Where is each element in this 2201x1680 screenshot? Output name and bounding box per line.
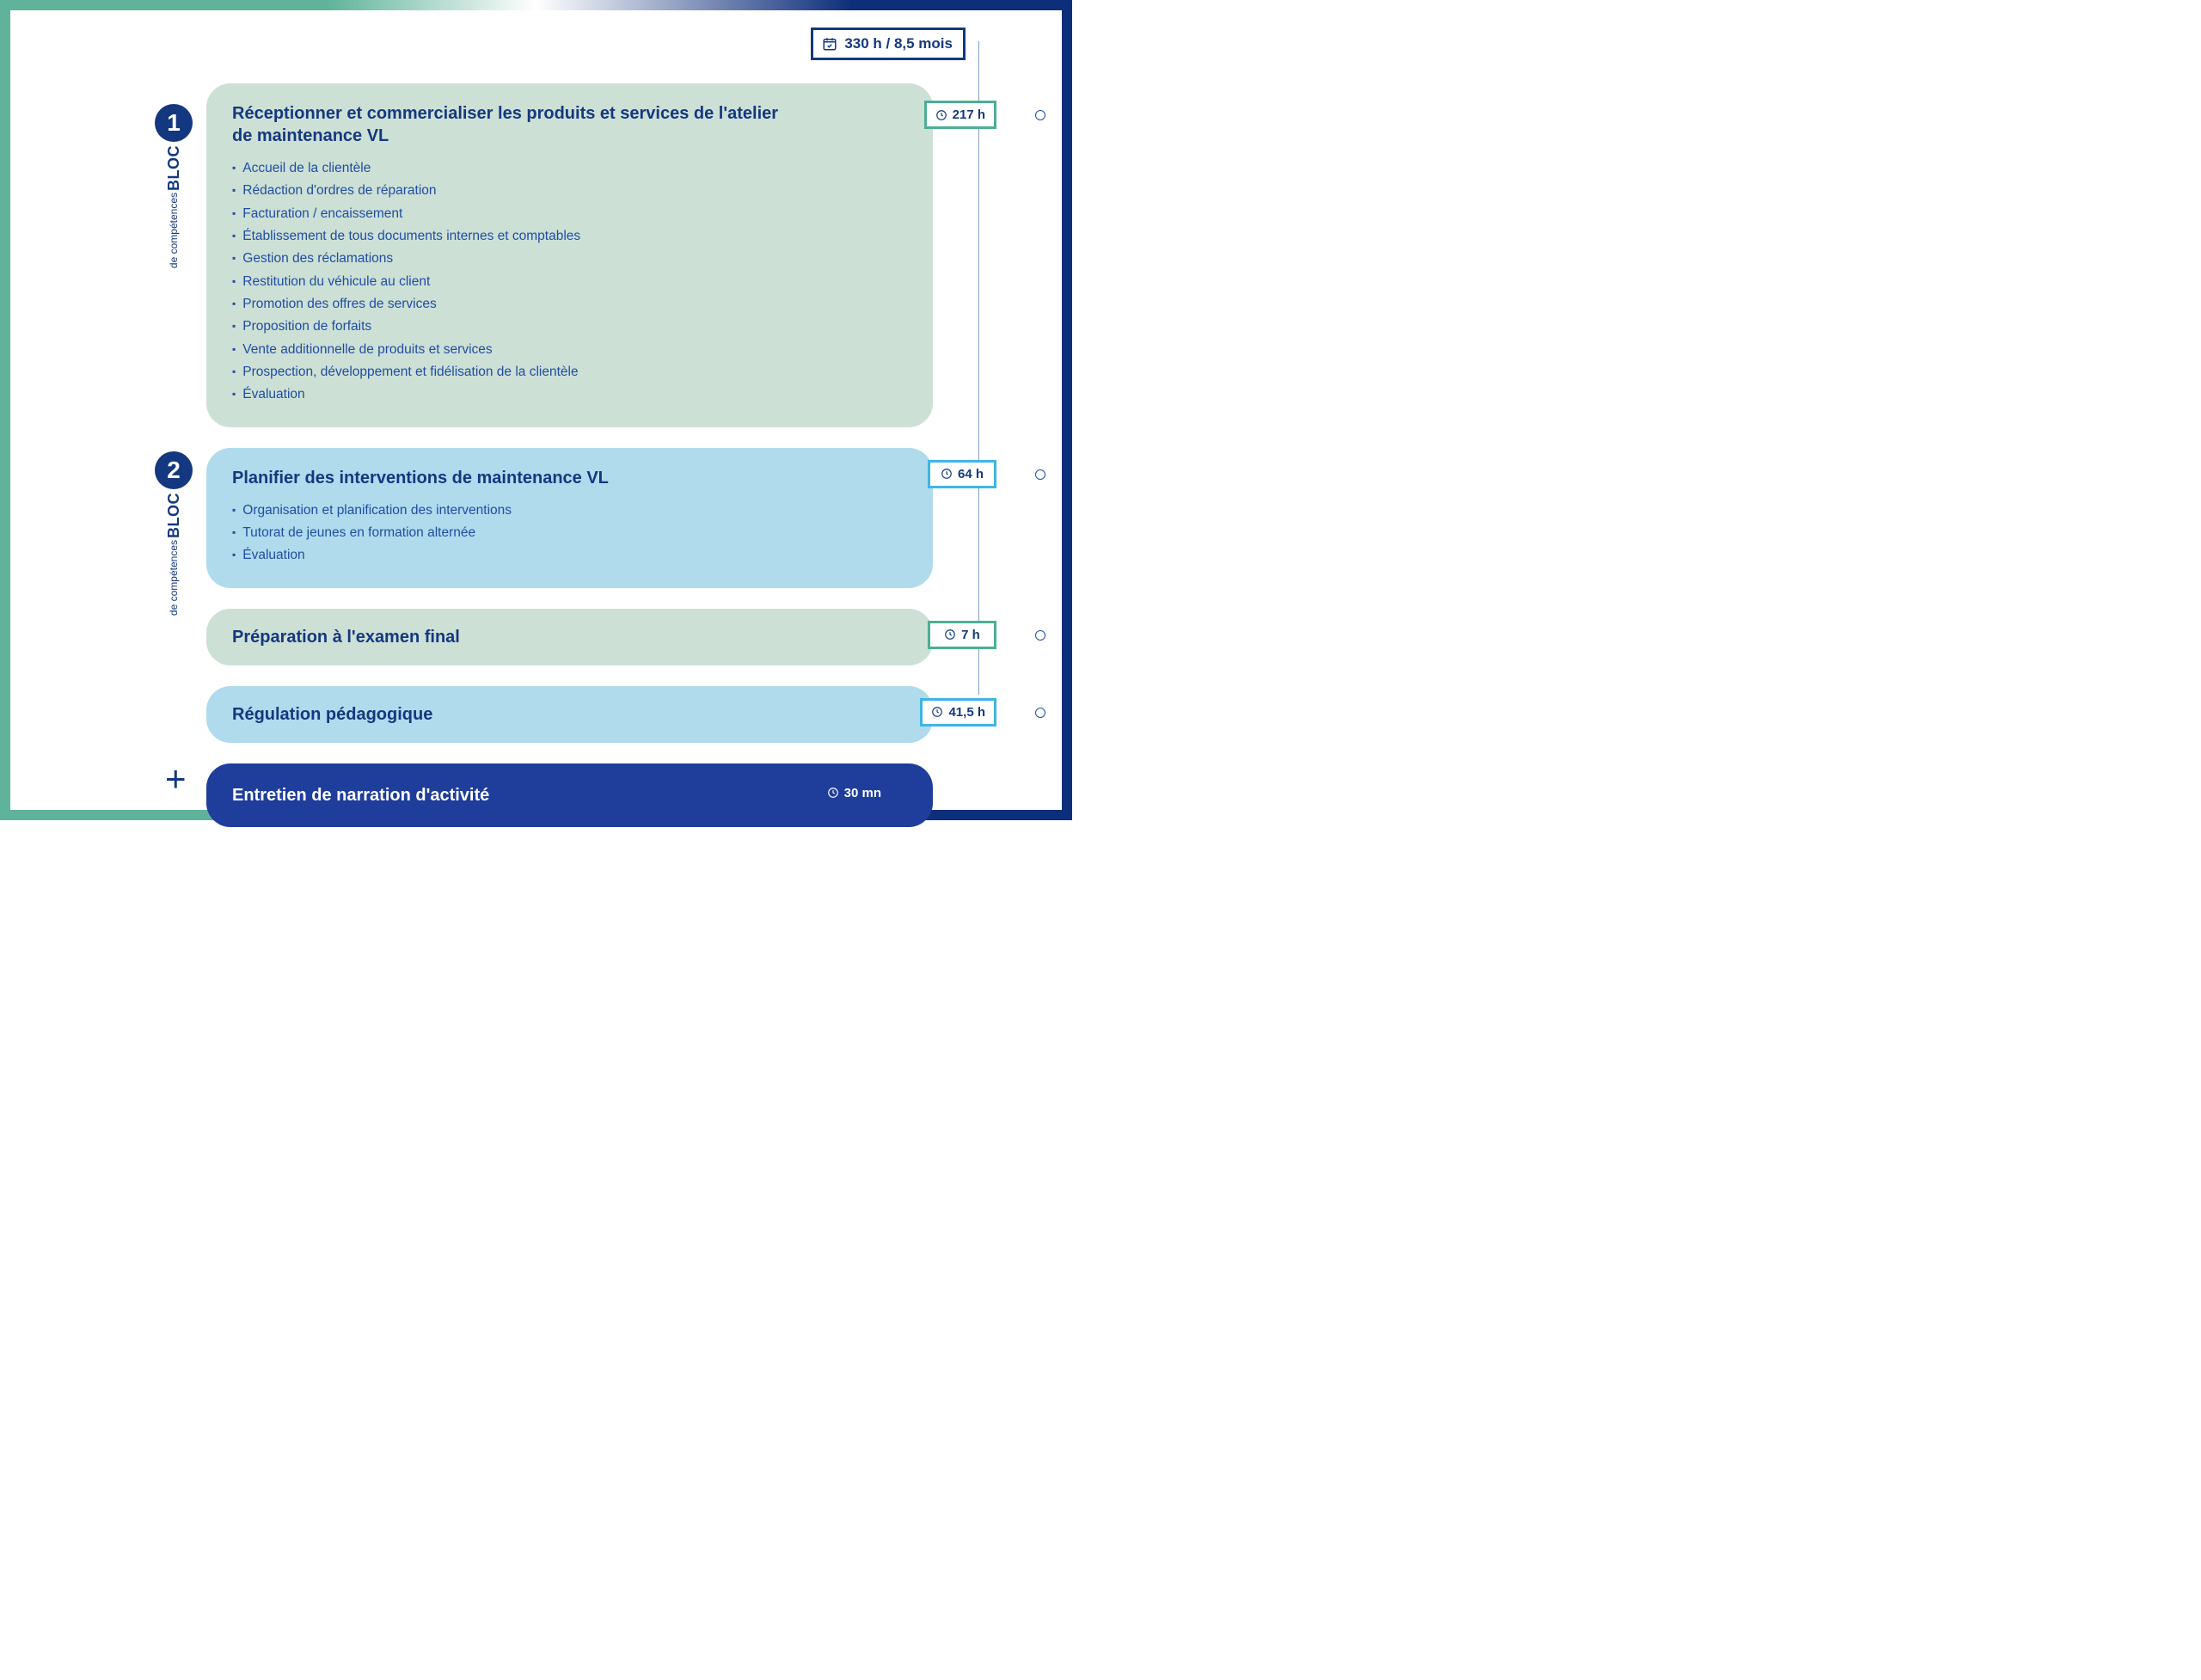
list-item: Restitution du véhicule au client: [232, 271, 907, 293]
card-5-title: Entretien de narration d'activité: [232, 784, 782, 806]
card-2-title: Planifier des interventions de maintenan…: [232, 467, 782, 489]
list-item: Évaluation: [232, 383, 907, 406]
list-item: Promotion des offres de services: [232, 293, 907, 316]
card-regulation: Régulation pédagogique 41,5 h: [206, 686, 933, 743]
clock-icon: [931, 706, 943, 718]
list-item: Rédaction d'ordres de réparation: [232, 180, 907, 202]
card-entretien: + Entretien de narration d'activité 30 m…: [206, 763, 933, 827]
bloc-word: BLOC: [166, 493, 181, 538]
hours-inline-5: 30 mn: [827, 786, 881, 800]
list-item: Organisation et planification des interv…: [232, 500, 907, 522]
bloc-number-2: 2: [155, 451, 193, 489]
hours-4-text: 41,5 h: [948, 705, 985, 720]
hours-3-text: 7 h: [961, 628, 980, 642]
list-item: Gestion des réclamations: [232, 248, 907, 270]
page-frame: 330 h / 8,5 mois 1 BLOC de compétences R…: [0, 0, 1072, 820]
bloc-subword: de compétences: [168, 540, 180, 616]
timeline-dot: [1035, 630, 1045, 641]
total-duration-badge: 330 h / 8,5 mois: [811, 28, 966, 60]
list-item: Accueil de la clientèle: [232, 157, 907, 180]
list-item: Prospection, développement et fidélisati…: [232, 361, 907, 383]
list-item: Évaluation: [232, 544, 907, 567]
clock-icon: [941, 468, 953, 480]
timeline-dot: [1035, 708, 1045, 718]
clock-icon: [827, 787, 839, 799]
clock-icon: [935, 109, 947, 121]
bloc-label-2: 2 BLOC de compétences: [155, 451, 193, 616]
card-exam-prep: Préparation à l'examen final 7 h: [206, 609, 933, 665]
calendar-icon: [822, 36, 837, 52]
hours-badge-2: 64 h: [928, 460, 996, 488]
card-bloc-1: 1 BLOC de compétences Réceptionner et co…: [206, 83, 933, 427]
bloc-word: BLOC: [166, 145, 181, 191]
list-item: Vente additionnelle de produits et servi…: [232, 339, 907, 361]
list-item: Établissement de tous documents internes…: [232, 225, 907, 248]
card-1-title: Réceptionner et commercialiser les produ…: [232, 102, 782, 147]
bloc-subword: de compétences: [168, 193, 180, 268]
hours-5-text: 30 mn: [844, 786, 881, 800]
bloc-number-1: 1: [155, 104, 193, 142]
timeline-dot: [1035, 110, 1045, 120]
clock-icon: [944, 628, 956, 641]
hours-1-text: 217 h: [953, 107, 985, 122]
hours-badge-4: 41,5 h: [920, 698, 996, 727]
list-item: Facturation / encaissement: [232, 203, 907, 225]
list-item: Tutorat de jeunes en formation alternée: [232, 522, 907, 544]
card-2-list: Organisation et planification des interv…: [232, 500, 907, 567]
list-item: Proposition de forfaits: [232, 316, 907, 338]
hours-badge-1: 217 h: [924, 101, 996, 129]
card-1-list: Accueil de la clientèle Rédaction d'ordr…: [232, 157, 907, 407]
hours-2-text: 64 h: [958, 467, 984, 481]
timeline-line: [978, 41, 979, 695]
card-3-title: Préparation à l'examen final: [232, 626, 782, 648]
hours-badge-3: 7 h: [928, 621, 996, 649]
card-4-title: Régulation pédagogique: [232, 703, 782, 726]
plus-icon: +: [165, 758, 187, 800]
card-bloc-2: 2 BLOC de compétences Planifier des inte…: [206, 448, 933, 588]
timeline-dot: [1035, 469, 1045, 480]
bloc-label-1: 1 BLOC de compétences: [155, 104, 193, 268]
card-stack: 1 BLOC de compétences Réceptionner et co…: [206, 83, 933, 827]
total-duration-text: 330 h / 8,5 mois: [844, 35, 953, 52]
